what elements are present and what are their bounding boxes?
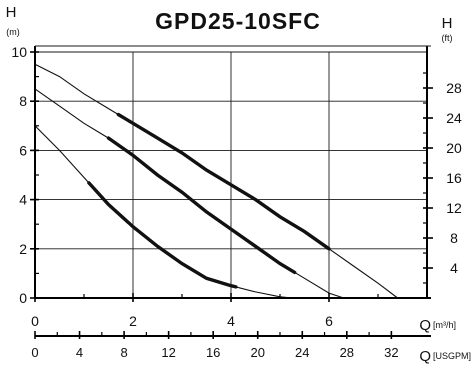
right-tick-label: 4 [450,260,458,276]
grid [35,51,427,298]
left-tick-label: 8 [19,93,27,109]
x-axis-secondary-label: Q [419,348,431,365]
x-secondary-tick-label: 12 [161,345,175,360]
left-tick-label: 6 [19,142,27,158]
right-axis-unit: (ft) [442,33,453,43]
x-secondary-tick-label: 0 [31,345,38,360]
left-tick-label: 4 [19,192,27,208]
axes [30,45,433,339]
chart-title: GPD25-10SFC [155,8,321,34]
right-tick-label: 8 [450,230,458,246]
x-primary-tick-label: 4 [227,313,235,329]
x-secondary-tick-label: 24 [295,345,309,360]
x-secondary-tick-label: 28 [340,345,354,360]
curve-operating-range-1 [87,181,238,289]
x-primary-tick-label: 6 [325,313,333,329]
curves [34,63,398,299]
right-tick-label: 28 [446,80,462,96]
left-axis-label: H [6,4,17,21]
right-axis-label: H [442,15,453,32]
right-tick-label: 20 [446,140,462,156]
left-tick-label: 10 [11,44,27,60]
right-tick-label: 24 [446,110,462,126]
x-secondary-tick-label: 8 [120,345,127,360]
left-tick-label: 2 [19,241,27,257]
right-tick-label: 12 [446,200,462,216]
right-tick-label: 16 [446,170,462,186]
x-secondary-tick-label: 20 [250,345,264,360]
left-tick-label: 0 [19,290,27,306]
x-axis-primary-unit: [m³/h] [433,320,456,330]
x-primary-tick-label: 2 [129,313,137,329]
left-axis-unit: (m) [6,27,20,37]
x-axis-secondary-unit: [USGPM] [433,351,471,361]
x-secondary-tick-label: 32 [384,345,398,360]
curve-operating-range-2 [106,136,297,275]
x-axis-primary-label: Q [419,317,431,334]
x-secondary-tick-label: 4 [76,345,83,360]
curve-line-1 [34,125,293,299]
curve-operating-range-3 [116,112,331,251]
x-primary-tick-label: 0 [31,313,39,329]
curve-line-3 [34,63,398,299]
x-secondary-tick-label: 16 [206,345,220,360]
